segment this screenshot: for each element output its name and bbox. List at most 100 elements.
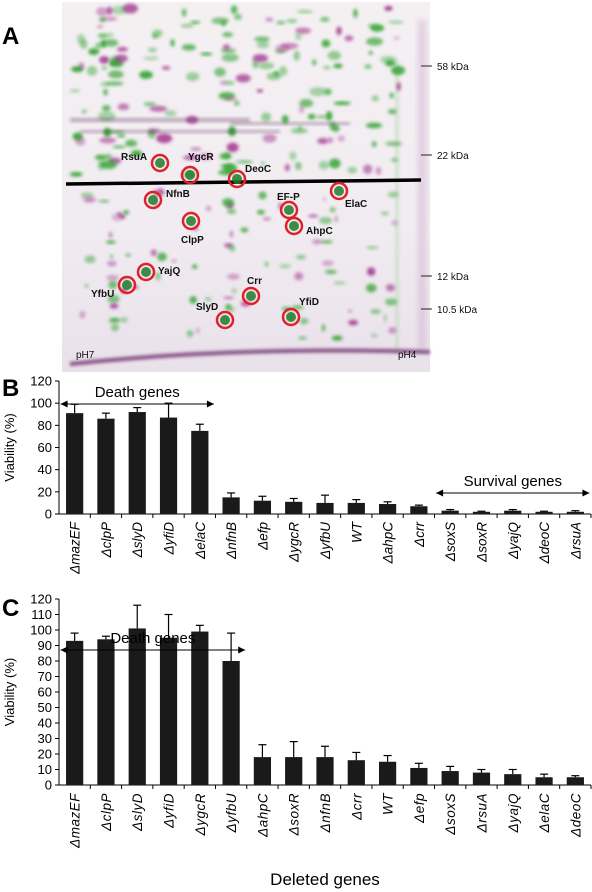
protein-label-rsua: RsuA xyxy=(121,152,147,163)
gel-spot xyxy=(108,317,121,323)
gel-spot xyxy=(171,259,177,263)
gel-spot xyxy=(299,317,309,325)
category-label: ΔyajQ xyxy=(506,793,521,833)
gel-spot xyxy=(329,206,336,213)
protein-spot-efp xyxy=(284,205,294,215)
y-tick-label: 70 xyxy=(38,669,52,684)
y-tick-label: 120 xyxy=(30,374,52,389)
gel-spot xyxy=(99,137,117,144)
mw-label: 12 kDa xyxy=(437,272,469,283)
panel-label-b: B xyxy=(2,375,19,402)
gel-spot xyxy=(222,198,235,207)
gel-spot xyxy=(290,128,308,134)
gel-spot xyxy=(181,44,196,51)
gel-band xyxy=(70,118,250,122)
y-tick-label: 0 xyxy=(45,507,52,522)
gel-spot xyxy=(280,42,299,50)
protein-label-yfid: YfiD xyxy=(299,297,319,308)
gel-spot xyxy=(333,101,351,106)
gel-spot xyxy=(230,5,238,14)
bar-wt xyxy=(347,502,365,514)
gel-spot xyxy=(333,281,346,285)
gel-spot xyxy=(130,150,143,157)
gel-ph-left: pH7 xyxy=(76,350,95,361)
gel-spot xyxy=(79,39,88,49)
category-label: ΔyfiD xyxy=(162,793,177,829)
gel-spot xyxy=(180,23,194,28)
category-label: ΔelaC xyxy=(537,793,552,833)
gel-spot xyxy=(261,112,272,122)
y-tick-label: 60 xyxy=(38,440,52,455)
gel-spot xyxy=(220,164,234,168)
gel-spot xyxy=(225,303,232,311)
gel-spot xyxy=(98,199,110,203)
bar-delta-ygcr xyxy=(191,631,209,785)
gel-spot xyxy=(234,100,240,106)
bar-delta-clpp xyxy=(97,418,115,514)
gel-spot xyxy=(309,87,327,97)
gel-spot xyxy=(186,330,194,338)
gel-spot xyxy=(279,263,291,269)
gel-spot xyxy=(191,264,198,269)
gel-spot xyxy=(96,7,108,16)
gel-spot xyxy=(226,209,237,215)
gel-spot xyxy=(348,319,359,326)
gel-spot xyxy=(95,42,102,49)
gel-mw-markers: 58 kDa 22 kDa 12 kDa 10.5 kDa xyxy=(421,62,477,316)
category-label: ΔdeoC xyxy=(537,522,552,565)
category-label: Δcrr xyxy=(412,522,427,548)
gel-spot xyxy=(321,324,326,332)
gel-spot xyxy=(103,88,108,96)
gel-spot xyxy=(322,65,332,70)
gel-ph-right: pH4 xyxy=(398,350,417,361)
bar-delta-yfid xyxy=(159,417,178,514)
category-label: ΔsoxR xyxy=(474,522,489,563)
protein-label-clpp: ClpP xyxy=(181,235,204,246)
gel-spot xyxy=(116,134,126,138)
protein-circle-clpp xyxy=(181,211,201,231)
gel-spot xyxy=(190,147,202,152)
category-label: ΔahpC xyxy=(381,522,396,565)
category-label: ΔsoxS xyxy=(443,522,458,562)
gel-spot xyxy=(317,137,329,145)
gel-spot xyxy=(120,214,126,220)
gel-spot xyxy=(164,110,177,117)
category-label: ΔyfbU xyxy=(318,522,333,560)
gel-spot xyxy=(320,240,333,244)
category-label: ΔahpC xyxy=(255,793,270,838)
annotation-label: Death genes xyxy=(110,630,195,647)
gel-spot xyxy=(104,153,112,160)
gel-spot xyxy=(103,39,119,47)
protein-circle-slyd xyxy=(215,310,235,330)
gel-spot xyxy=(122,210,130,215)
gel-spot xyxy=(368,50,373,56)
category-label: ΔygcR xyxy=(287,522,302,563)
bar-delta-ahpc xyxy=(253,757,272,785)
protein-circle-elac xyxy=(329,181,349,201)
protein-circle-rsua xyxy=(150,153,170,173)
gel-spot xyxy=(107,32,114,38)
bar-delta-yfbu xyxy=(222,661,240,785)
viability-chart-b: 0 20 40 60 80 100 120 Viability (%) ΔmazEF ΔclpP Δ… xyxy=(2,374,592,575)
arrow-head-left xyxy=(60,646,68,654)
protein-circle-yfbu xyxy=(117,275,137,295)
gel-streak xyxy=(418,20,426,350)
gel-spot xyxy=(149,105,168,112)
y-tick-label: 80 xyxy=(38,418,52,433)
category-label: Δefp xyxy=(412,793,427,824)
gel-spot xyxy=(325,111,333,121)
gel-spot xyxy=(161,65,171,71)
gel-spot xyxy=(86,65,98,76)
gel-spot xyxy=(298,336,307,340)
y-tick-label: 40 xyxy=(38,462,52,477)
gel-spot xyxy=(256,40,270,49)
protein-label-ahpc: AhpC xyxy=(306,226,333,237)
protein-circle-nfnb xyxy=(143,190,163,210)
protein-label-slyd: SlyD xyxy=(196,302,218,313)
y-tick-label: 30 xyxy=(38,731,52,746)
gel-spot xyxy=(147,47,158,53)
gel-spot xyxy=(364,64,372,69)
y-axis-title: Viability (%) xyxy=(2,413,17,481)
gel-spot xyxy=(152,29,163,38)
gel-spot xyxy=(276,20,286,25)
